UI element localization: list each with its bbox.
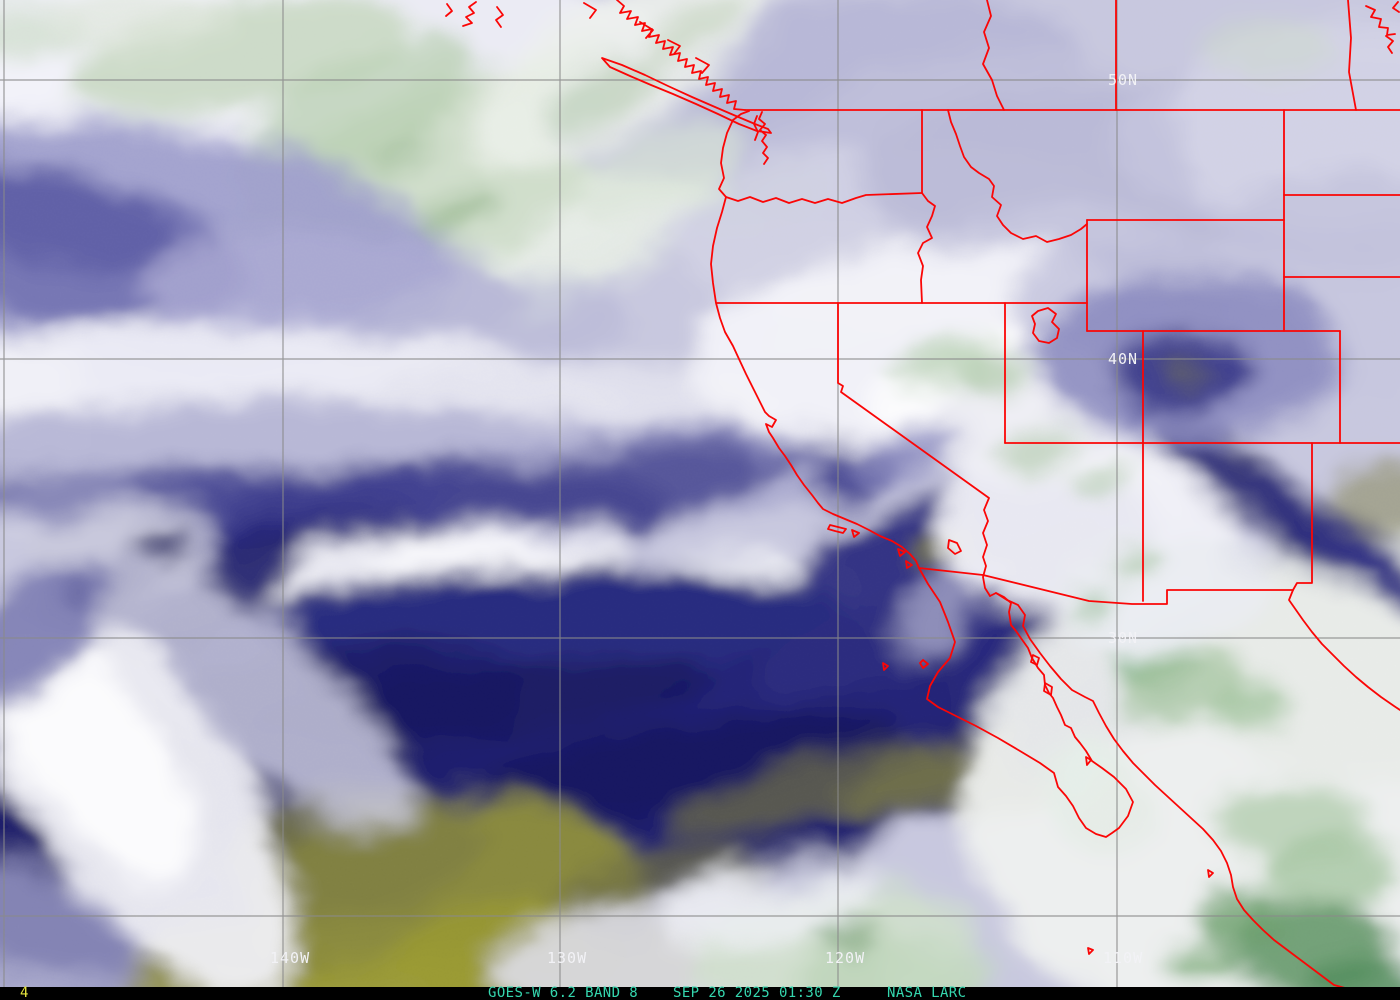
rio-grande — [1288, 589, 1400, 711]
canada-lakes — [1365, 1, 1400, 54]
nw-island-chain — [445, 1, 504, 28]
offshore-islands — [882, 659, 1214, 955]
saskatchewan-manitoba-border — [1347, 0, 1357, 111]
mexico-mainland-coast — [995, 592, 1346, 988]
grid-labels: 50N 40N 30N 140W 130W 120W 110W — [270, 71, 1143, 967]
frame-counter: 4 — [20, 985, 29, 1000]
bc-coast-fjords — [583, 0, 746, 111]
wa-or-border — [725, 192, 923, 204]
lon-label-130w: 130W — [547, 949, 587, 967]
timestamp-label: SEP 26 2025 01:30 Z — [673, 985, 841, 1000]
lon-label-140w: 140W — [270, 949, 310, 967]
lon-label-120w: 120W — [825, 949, 865, 967]
vancouver-island — [601, 57, 772, 134]
lon-label-110w: 110W — [1103, 949, 1143, 967]
great-salt-lake — [1031, 307, 1060, 344]
bc-alberta-border — [982, 0, 1005, 111]
map-boundaries — [445, 0, 1400, 988]
us-mexico-border — [918, 567, 1294, 605]
channel-islands — [827, 524, 913, 569]
nm-east-border — [1292, 442, 1313, 591]
salton-sea — [947, 539, 962, 555]
baja-california-peninsula — [918, 567, 1134, 838]
puget-sound — [732, 110, 769, 165]
or-id-border — [917, 192, 936, 304]
lat-label-40n: 40N — [1108, 350, 1138, 368]
source-label: NASA LARC — [887, 985, 967, 1000]
id-mt-border — [947, 109, 1088, 243]
product-label: GOES-W 6.2 BAND 8 — [488, 985, 639, 1000]
status-bar: 4 GOES-W 6.2 BAND 8 SEP 26 2025 01:30 Z … — [0, 985, 1400, 1000]
gulf-islands — [1030, 654, 1092, 766]
lat-label-30n: 30N — [1108, 629, 1138, 647]
pacific-coastline — [710, 119, 920, 569]
lat-label-50n: 50N — [1108, 71, 1138, 89]
